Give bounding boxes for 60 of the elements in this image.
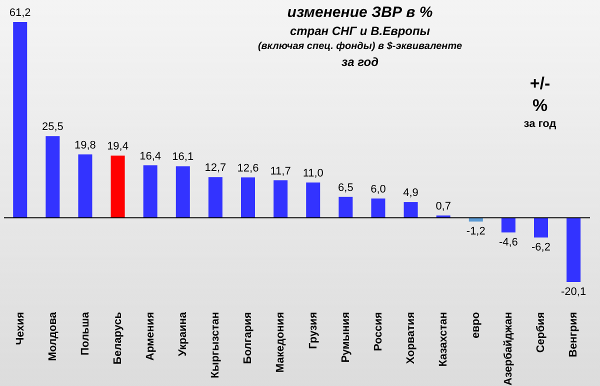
bar — [176, 166, 190, 218]
data-label: -1,2 — [466, 226, 486, 238]
x-tick-label: Казахстан — [438, 312, 450, 367]
x-tick-label: Венгрия — [568, 312, 580, 358]
data-label: 19,4 — [107, 140, 128, 153]
annotation: +/- — [528, 74, 552, 94]
x-tick-label: Польша — [79, 311, 92, 356]
x-tick-label: Румыния — [340, 312, 352, 363]
x-tick-label: Россия — [372, 312, 384, 352]
data-label: 12,7 — [204, 162, 226, 174]
data-label: 16,4 — [140, 150, 162, 162]
bar — [110, 156, 125, 218]
x-tick-label: Болгария — [242, 312, 254, 364]
data-label: 25,5 — [42, 121, 64, 134]
x-tick-label: Молдова — [46, 311, 59, 362]
bar — [143, 165, 158, 218]
bar — [274, 180, 288, 218]
chart-title: изменение ЗВР в % — [286, 4, 434, 21]
bar — [501, 218, 516, 232]
x-tick-label: Сербия — [535, 312, 548, 353]
x-tick-label: Кыргызстан — [210, 312, 222, 378]
bar — [468, 218, 483, 222]
bar — [241, 177, 256, 218]
data-label: 16,1 — [172, 151, 194, 164]
bar — [13, 22, 28, 218]
bar — [534, 218, 548, 238]
bar — [338, 196, 353, 218]
bar — [306, 182, 320, 218]
x-tick-label: Украина — [177, 311, 190, 356]
bar — [46, 136, 60, 218]
data-label: -6,2 — [532, 242, 550, 254]
x-tick-label: Хорватия — [404, 312, 417, 364]
data-label: 12,6 — [237, 162, 259, 174]
data-label: 61,2 — [9, 7, 31, 19]
data-label: 4,9 — [403, 187, 418, 200]
data-label: 6,5 — [338, 182, 354, 194]
x-tick-label: Азербайджан — [502, 312, 515, 386]
x-tick-label: Армения — [144, 312, 156, 361]
bar — [208, 177, 222, 218]
data-label: -20,1 — [561, 286, 586, 298]
annotation: за год — [522, 118, 558, 130]
data-label: 11,7 — [270, 165, 291, 178]
x-tick-label: евро — [470, 312, 482, 338]
x-tick-label: Грузия — [307, 312, 320, 350]
data-label: -4,6 — [498, 236, 518, 248]
text: стран СНГ и В.Европы — [290, 24, 430, 38]
bar — [78, 154, 92, 218]
x-tick-label: Чехия — [14, 312, 26, 345]
bar — [404, 202, 418, 218]
x-tick-label: Македония — [274, 312, 287, 373]
bar — [566, 218, 581, 282]
text: (включая спец. фонды) в $-эквиваленте — [258, 41, 462, 52]
bar — [371, 198, 386, 218]
data-label: 19,8 — [74, 139, 96, 152]
data-label: 11,0 — [302, 168, 324, 180]
data-label: 6,0 — [370, 184, 386, 196]
text: за год — [342, 55, 378, 69]
data-label: 0,7 — [436, 200, 451, 212]
x-tick-label: Беларусь — [112, 312, 124, 364]
annotation: % — [531, 96, 549, 116]
